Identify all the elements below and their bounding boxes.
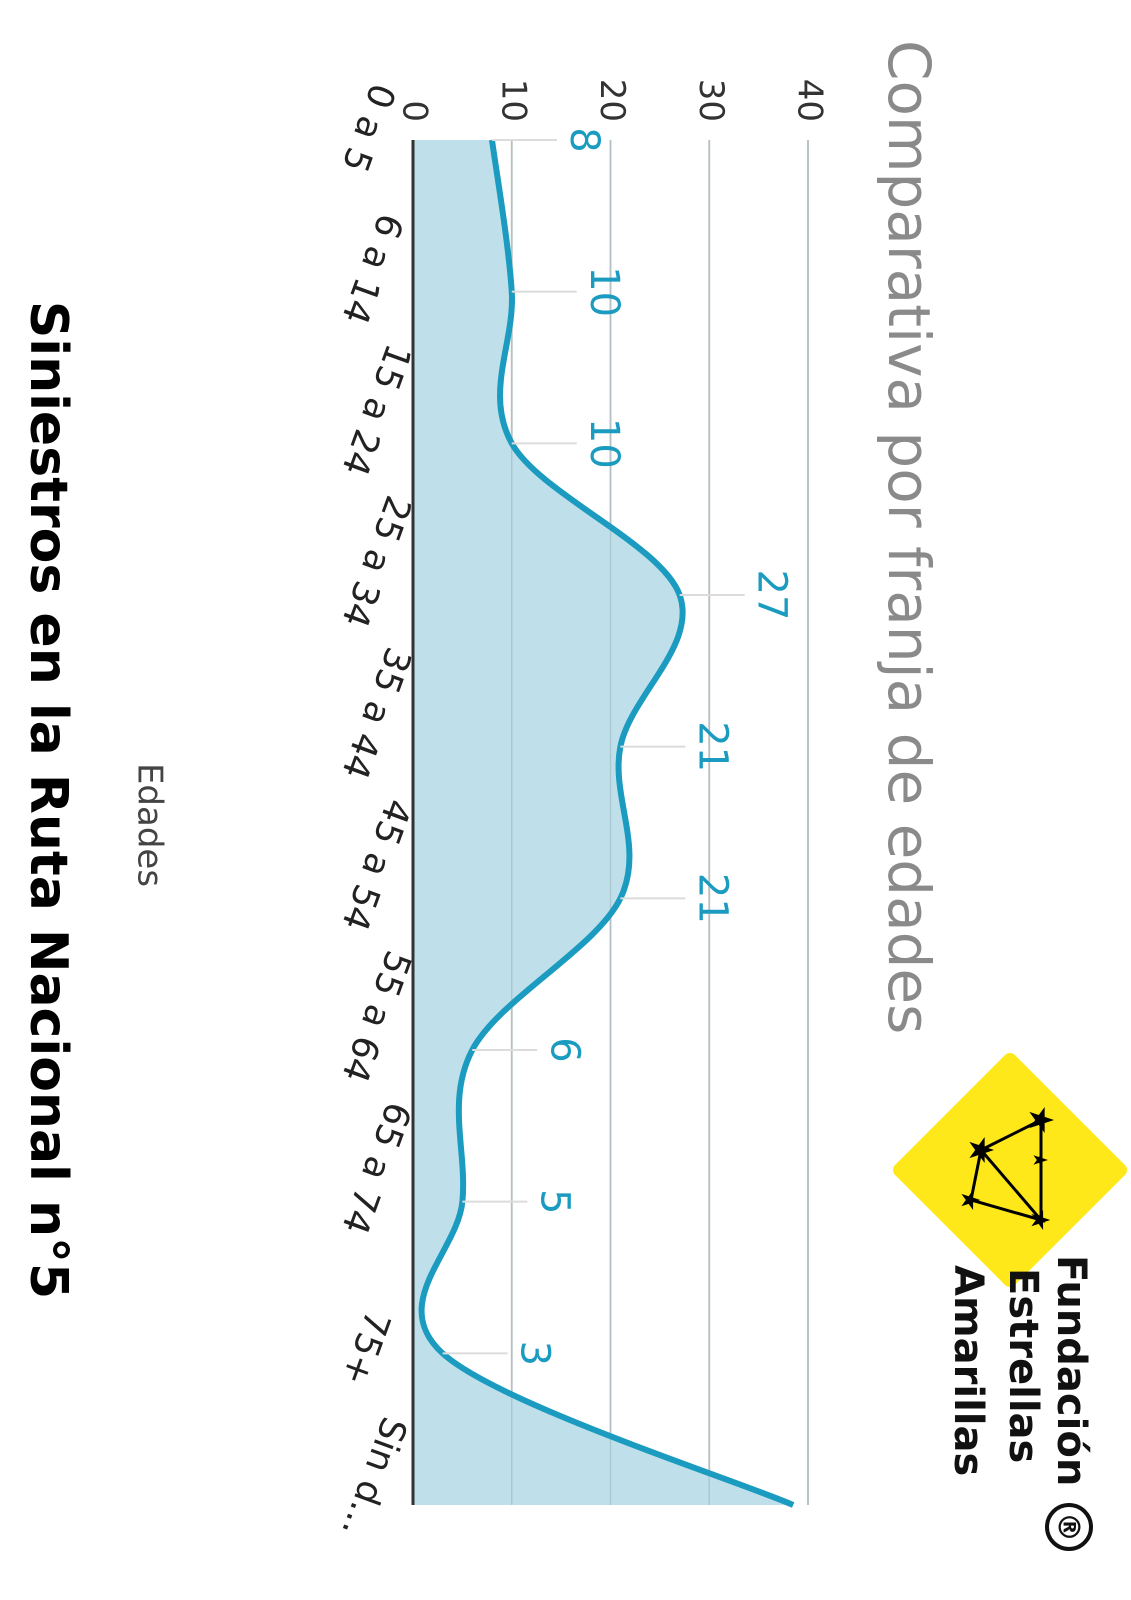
y-tick-label: 40 (790, 79, 830, 122)
svg-text:★: ★ (1021, 1105, 1061, 1135)
y-tick-label: 0 (395, 100, 435, 122)
logo-registered-circle (1045, 1503, 1093, 1551)
chart-title: Siniestros en la Ruta Nacional n°5 (18, 301, 78, 1299)
logo-stars: ★ ★ ★ ★ ★ (955, 1105, 1061, 1232)
logo-line: Fundación (1048, 1255, 1094, 1486)
svg-text:★: ★ (1029, 1151, 1053, 1169)
y-tick-label: 10 (493, 79, 533, 122)
data-label: 10 (581, 418, 627, 469)
y-tick-label: 20 (592, 79, 632, 122)
x-tick-label: 25 a 34 (333, 490, 418, 632)
data-label: 8 (561, 127, 607, 152)
logo-constellation (969, 1118, 1046, 1223)
x-tick-label: 75+ (333, 1305, 398, 1390)
x-tick-label: 15 a 24 (333, 338, 418, 480)
logo-line: Amarillas (945, 1265, 991, 1476)
data-label: 21 (689, 873, 735, 924)
x-tick-label: 45 a 54 (333, 793, 418, 935)
x-tick-label: 55 a 64 (333, 945, 418, 1087)
svg-text:★: ★ (955, 1188, 985, 1211)
logo-diamond (893, 1053, 1127, 1287)
data-label: 21 (689, 721, 735, 772)
x-tick-label: 6 a 14 (333, 208, 410, 329)
plot-layer (411, 139, 809, 1508)
svg-text:★: ★ (1025, 1208, 1055, 1231)
area-fill (413, 140, 794, 1505)
rotated-chart: ★ ★ ★ ★ ★ Fundación Estrellas Amarillas … (18, 40, 1127, 1551)
area-line (418, 139, 795, 1508)
svg-text:★: ★ (961, 1135, 1001, 1165)
y-tick-label: 30 (691, 79, 731, 122)
logo-line: Estrellas (1000, 1268, 1046, 1463)
data-label: 5 (531, 1189, 577, 1214)
logo-registered: ® (1051, 1512, 1086, 1542)
data-label: 3 (512, 1341, 558, 1366)
data-label: 27 (749, 570, 795, 621)
x-tick-label: 65 a 74 (333, 1097, 418, 1239)
x-tick-label: Sin d... (333, 1412, 414, 1543)
data-label: 10 (581, 266, 627, 317)
x-tick-label: 0 a 5 (333, 78, 403, 177)
x-tick-label: 35 a 44 (333, 642, 418, 784)
x-axis-label: Edades (130, 763, 170, 887)
chart-subtitle: Comparativa por franja de edades (875, 40, 943, 1034)
data-label: 6 (541, 1037, 587, 1062)
